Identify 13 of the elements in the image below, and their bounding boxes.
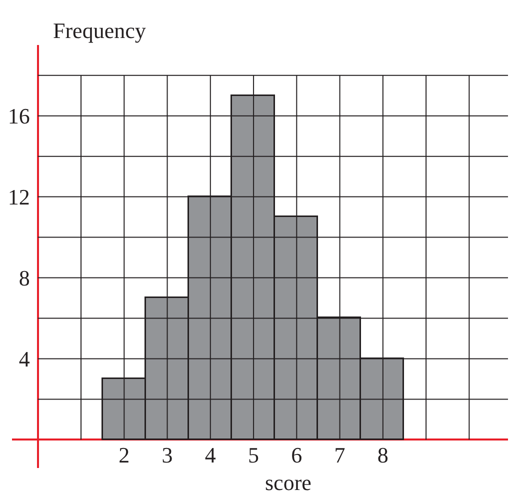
- y-tick-label: 4: [18, 346, 30, 372]
- x-tick-label: 2: [118, 442, 130, 468]
- x-axis-title: score: [265, 470, 312, 495]
- x-tick-label: 6: [291, 442, 302, 468]
- y-tick-label: 12: [8, 184, 30, 210]
- x-tick-label: 5: [248, 442, 260, 468]
- y-axis-title: Frequency: [53, 18, 146, 43]
- x-tick-label: 7: [334, 442, 346, 468]
- x-tick-label: 3: [162, 442, 173, 468]
- x-tick-label: 8: [377, 442, 388, 468]
- y-tick-label: 16: [8, 104, 30, 129]
- y-tick-label: 8: [18, 265, 30, 290]
- x-tick-label: 4: [204, 442, 216, 468]
